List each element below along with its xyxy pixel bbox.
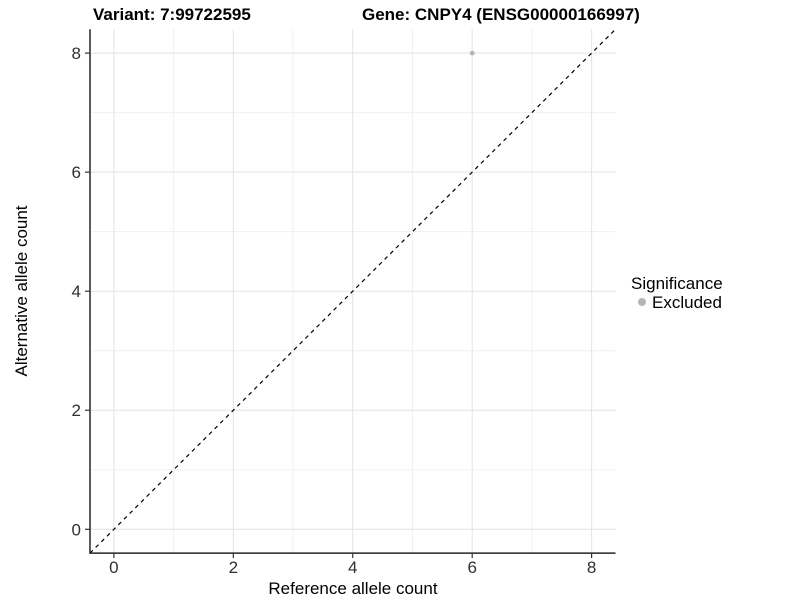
y-tick-label: 2 [72,401,81,420]
data-point-layer [469,50,475,56]
legend-key-dot [638,298,646,306]
x-tick-label: 0 [109,558,118,577]
gene-title: Gene: CNPY4 (ENSG00000166997) [362,5,640,24]
x-tick-label: 8 [587,558,596,577]
x-tick-label: 4 [348,558,357,577]
legend-title: Significance [631,274,723,293]
y-tick-label: 4 [72,282,81,301]
identity-line [89,28,616,554]
x-tick-label: 2 [229,558,238,577]
x-axis-title: Reference allele count [268,579,437,598]
y-tick-label: 6 [72,163,81,182]
y-tick-label: 8 [72,44,81,63]
tick-layer: 0 2 4 6 8 0 2 4 6 8 [72,44,597,577]
identity-line-layer [89,28,616,554]
data-point [469,50,475,56]
y-tick-label: 0 [72,520,81,539]
legend-entry-label: Excluded [652,293,722,312]
variant-title: Variant: 7:99722595 [93,5,251,24]
legend: Significance Excluded [631,274,723,312]
x-tick-label: 6 [467,558,476,577]
y-axis-title: Alternative allele count [12,205,31,376]
